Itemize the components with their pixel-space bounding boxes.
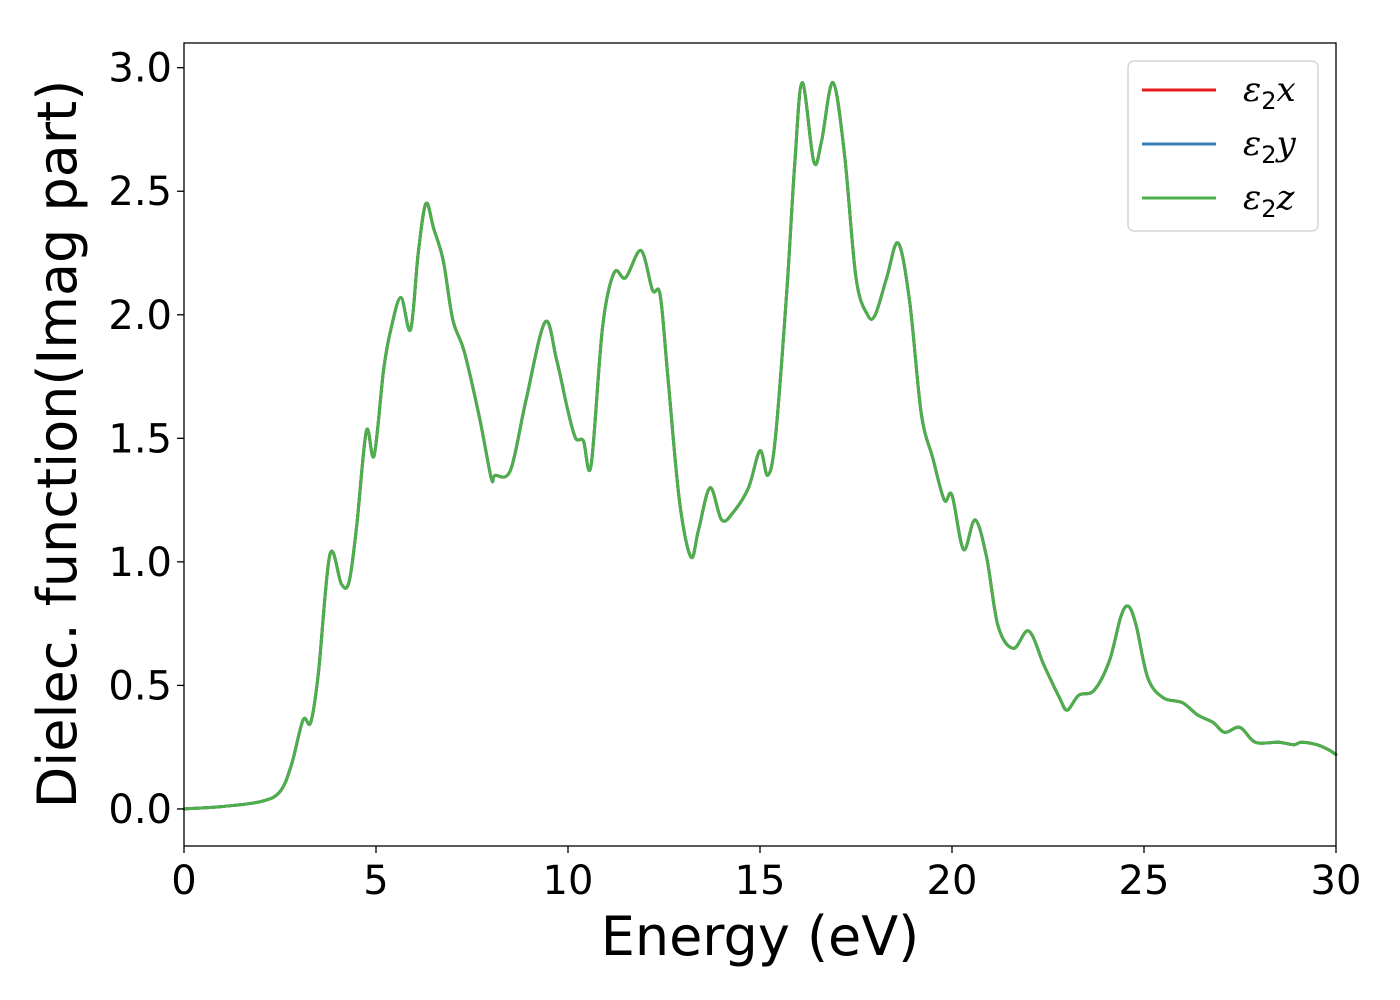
- legend-label-z: ε2z: [1243, 178, 1296, 223]
- y-axis-label: Dielec. function(Imag part): [26, 80, 89, 809]
- y-tick-label: 2.5: [108, 169, 172, 215]
- y-tick-label: 2.0: [108, 293, 172, 339]
- x-axis-label: Energy (eV): [601, 905, 920, 968]
- legend: ε2x ε2y ε2z: [1127, 60, 1319, 232]
- x-tick-label: 20: [927, 858, 978, 904]
- legend-box: [1127, 60, 1319, 232]
- x-tick-label: 0: [171, 858, 196, 904]
- y-tick-label: 0.0: [108, 787, 172, 833]
- series-line-z: [182, 81, 1338, 811]
- x-tick-label: 25: [1119, 858, 1170, 904]
- legend-label-x: ε2x: [1243, 70, 1296, 115]
- y-tick-label: 1.5: [108, 416, 172, 462]
- y-tick-label: 1.0: [108, 540, 172, 586]
- x-tick-label: 15: [735, 858, 786, 904]
- x-tick-label: 30: [1311, 858, 1362, 904]
- y-tick-label: 3.0: [108, 46, 172, 92]
- y-axis: 0.0 0.5 1.0 1.5 2.0 2.5 3.0: [108, 46, 184, 833]
- legend-label-y: ε2y: [1243, 124, 1297, 169]
- x-axis: 0 5 10 15 20 25 30: [171, 846, 1361, 904]
- x-tick-label: 10: [543, 858, 594, 904]
- y-tick-label: 0.5: [108, 663, 172, 709]
- series-lines: [182, 81, 1338, 811]
- x-tick-label: 5: [363, 858, 388, 904]
